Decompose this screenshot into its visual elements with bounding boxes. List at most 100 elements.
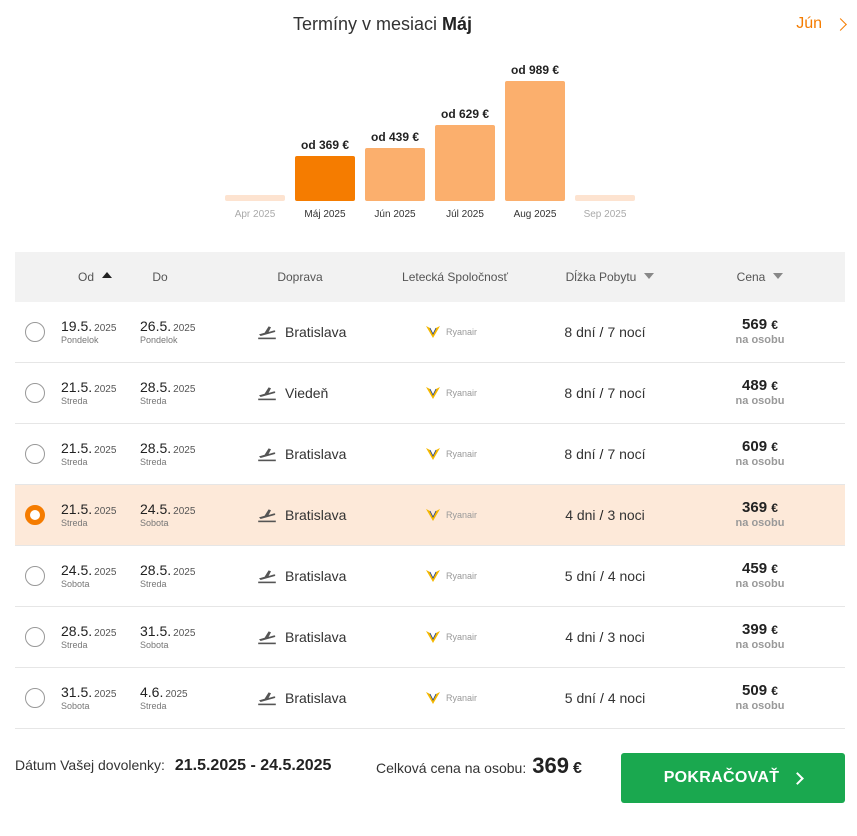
price: 369 € na osobu [705, 499, 815, 529]
chart-tick-label: Apr 2025 [234, 209, 276, 220]
to-weekday: Pondelok [140, 335, 178, 345]
from-year: 2025 [94, 323, 117, 334]
from-day: 21.5. [61, 440, 93, 456]
airline: Ryanair [425, 302, 477, 362]
stay-separator: / [599, 690, 604, 706]
header-from[interactable]: Od [55, 252, 135, 302]
header-price[interactable]: Cena [715, 252, 805, 302]
from-day: 21.5. [61, 379, 93, 395]
airline-name: Ryanair [446, 693, 478, 703]
plane-departure-icon [257, 629, 277, 645]
header-to[interactable]: Do [135, 252, 185, 302]
header-stay[interactable]: Dĺžka Pobytu [545, 252, 675, 302]
chart-bar[interactable] [505, 81, 565, 201]
chart-bar[interactable] [225, 195, 285, 201]
sort-descending-icon [773, 273, 784, 279]
airline-name: Ryanair [446, 571, 478, 581]
total-price-currency: € [572, 760, 582, 777]
table-row[interactable]: 21.5. 2025 Streda 28.5. 2025 Streda Viedeň Ryan… [15, 363, 845, 424]
dates-table: Od Do Doprava Letecká Spoločnosť Dĺžka P… [15, 252, 845, 729]
price-currency: € [771, 501, 778, 515]
table-row[interactable]: 21.5. 2025 Streda 28.5. 2025 Streda Bratislava… [15, 424, 845, 485]
month-title-prefix: Termíny v mesiaci [292, 14, 437, 34]
select-radio[interactable] [25, 566, 45, 586]
airline: Ryanair [425, 607, 477, 667]
chart-tick-label: Sep 2025 [583, 209, 627, 220]
stay-days: 8 dní [564, 324, 596, 340]
transport: Bratislava [257, 424, 346, 484]
price-per-person: na osobu [735, 578, 785, 590]
table-row[interactable]: 19.5. 2025 Pondelok 26.5. 2025 Pondelok Bratis… [15, 302, 845, 363]
price-amount: 489 [742, 377, 768, 394]
continue-button-label: POKRAČOVAŤ [663, 769, 780, 786]
stay-length: 8 dní/7 nocí [535, 424, 675, 484]
price: 399 € na osobu [705, 621, 815, 651]
stay-separator: / [599, 446, 604, 462]
price-amount: 459 [742, 560, 768, 577]
chart-bar[interactable] [575, 195, 635, 201]
month-title: Termíny v mesiaci Máj [0, 14, 765, 35]
chart-bar-group[interactable]: Sep 2025 [575, 60, 635, 225]
price-currency: € [771, 318, 778, 332]
from-date: 28.5. 2025 Streda [61, 623, 116, 650]
transport: Bratislava [257, 546, 346, 606]
select-radio[interactable] [25, 505, 45, 525]
stay-days: 5 dní [564, 568, 596, 584]
airline: Ryanair [425, 363, 477, 423]
from-weekday: Streda [61, 640, 88, 650]
chart-bar-label: od 439 € [370, 130, 420, 144]
price: 459 € na osobu [705, 560, 815, 590]
select-radio[interactable] [25, 627, 45, 647]
ryanair-logo-icon [425, 691, 441, 705]
table-row[interactable]: 28.5. 2025 Streda 31.5. 2025 Sobota Bratislava… [15, 607, 845, 668]
ryanair-logo-icon [425, 508, 441, 522]
select-radio[interactable] [25, 322, 45, 342]
continue-button[interactable]: POKRAČOVAŤ [621, 753, 845, 803]
stay-separator: / [599, 568, 604, 584]
select-radio[interactable] [25, 444, 45, 464]
to-year: 2025 [173, 506, 196, 517]
total-price-value: 369 [532, 753, 569, 778]
price-currency: € [771, 623, 778, 637]
ryanair-logo-icon [425, 630, 441, 644]
holiday-date: Dátum Vašej dovolenky: 21.5.2025 - 24.5.… [15, 757, 331, 775]
from-date: 21.5. 2025 Streda [61, 379, 116, 406]
table-row[interactable]: 24.5. 2025 Sobota 28.5. 2025 Streda Bratislava… [15, 546, 845, 607]
next-month-link[interactable]: Jún [796, 15, 847, 33]
to-weekday: Streda [140, 579, 167, 589]
header-stay-label: Dĺžka Pobytu [565, 270, 637, 284]
chart-bar[interactable] [365, 148, 425, 201]
plane-departure-icon [257, 324, 277, 340]
from-weekday: Streda [61, 396, 88, 406]
price-per-person: na osobu [735, 334, 785, 346]
from-year: 2025 [94, 689, 117, 700]
chart-bar-group[interactable]: od 439 € Jún 2025 [365, 60, 425, 225]
stay-days: 8 dní [564, 385, 596, 401]
price-value: 509 € [742, 682, 778, 699]
header-price-label: Cena [736, 270, 766, 284]
sort-descending-icon [644, 273, 655, 279]
chart-bar-group[interactable]: Apr 2025 [225, 60, 285, 225]
chart-bar-group[interactable]: od 369 € Máj 2025 [295, 60, 355, 225]
price-chart: Apr 2025 od 369 € Máj 2025 od 439 € Jún 2025… [220, 60, 640, 225]
table-row[interactable]: 31.5. 2025 Sobota 4.6. 2025 Streda Bratislava R… [15, 668, 845, 729]
chart-bar-group[interactable]: od 989 € Aug 2025 [505, 60, 565, 225]
price-value: 399 € [742, 621, 778, 638]
stay-length: 4 dni/3 noci [535, 607, 675, 667]
select-radio[interactable] [25, 383, 45, 403]
chart-bar[interactable] [295, 156, 355, 201]
price-amount: 509 [742, 682, 768, 699]
price-value: 489 € [742, 377, 778, 394]
chart-bar[interactable] [435, 125, 495, 201]
header-airline[interactable]: Letecká Spoločnosť [385, 252, 525, 302]
table-row[interactable]: 21.5. 2025 Streda 24.5. 2025 Sobota Bratislava… [15, 485, 845, 546]
ryanair-logo-icon [425, 386, 441, 400]
to-year: 2025 [173, 323, 196, 334]
select-radio[interactable] [25, 688, 45, 708]
transport: Viedeň [257, 363, 328, 423]
chart-bar-group[interactable]: od 629 € Júl 2025 [435, 60, 495, 225]
airline-name: Ryanair [446, 449, 478, 459]
price-per-person: na osobu [735, 700, 785, 712]
header-transport[interactable]: Doprava [245, 252, 355, 302]
to-weekday: Sobota [140, 518, 169, 528]
